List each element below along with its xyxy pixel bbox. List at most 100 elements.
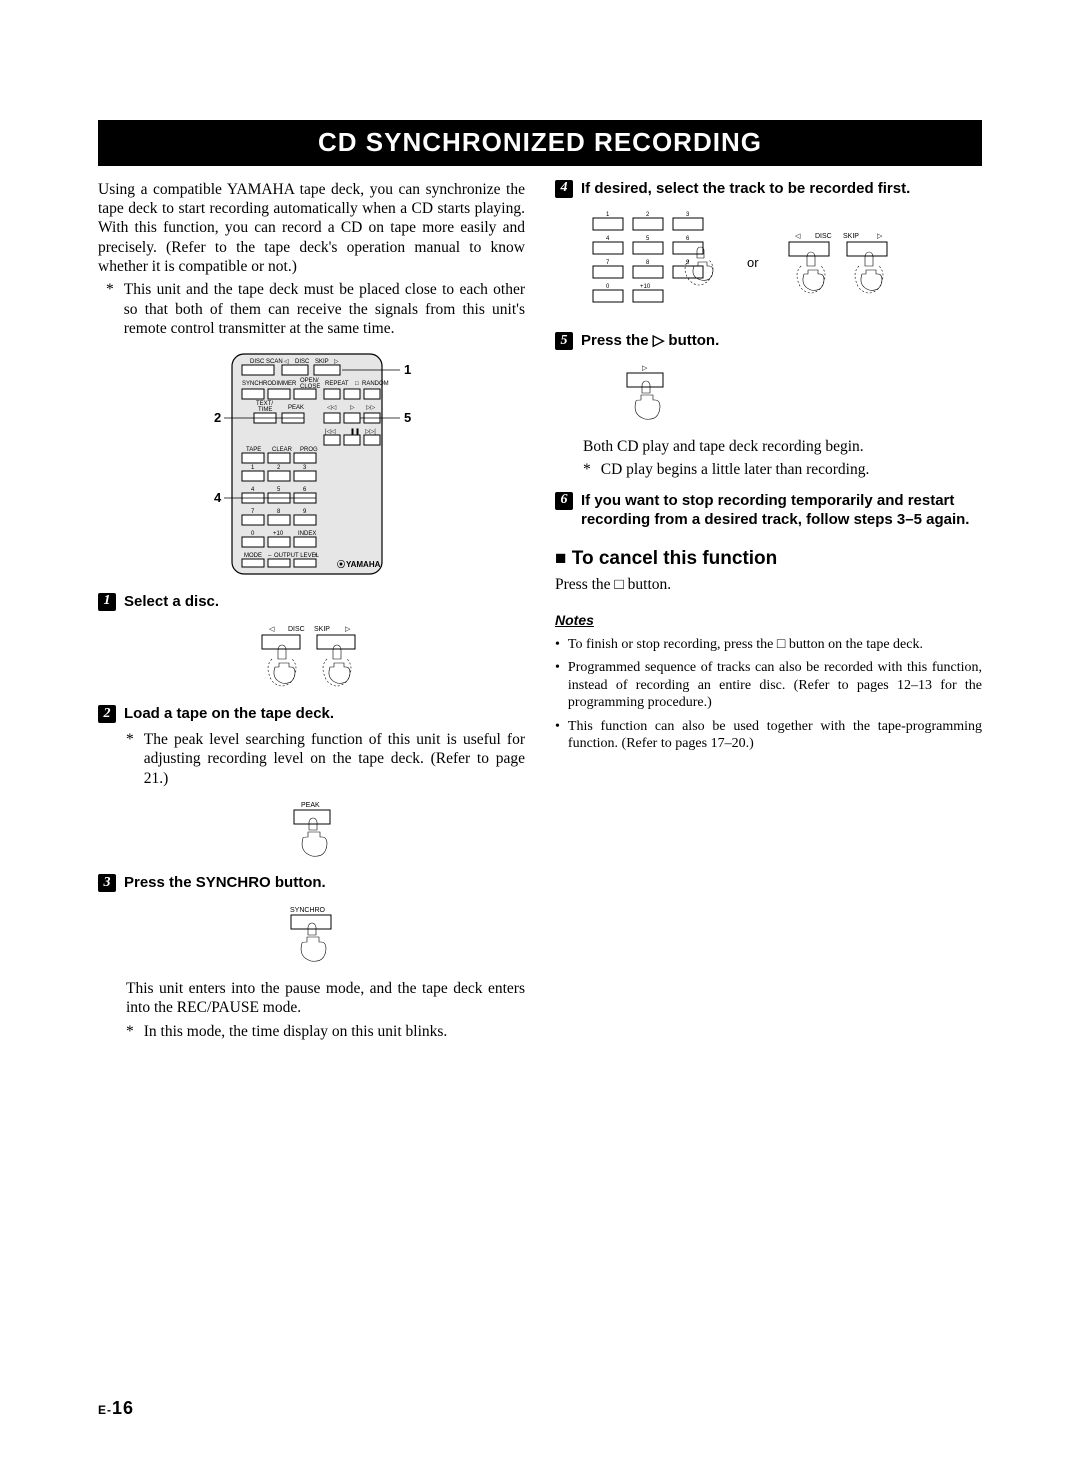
step-5-heading: 5 Press the ▷ button. xyxy=(555,332,982,351)
svg-text:DISC SCAN: DISC SCAN xyxy=(250,359,283,365)
step-3-heading: 3 Press the SYNCHRO button. xyxy=(98,874,525,893)
svg-text:▷: ▷ xyxy=(345,626,351,633)
svg-text:2: 2 xyxy=(214,410,221,425)
svg-text:3: 3 xyxy=(686,212,690,218)
step-5-star-text: CD play begins a little later than recor… xyxy=(601,460,870,479)
step-1-title: Select a disc. xyxy=(124,593,525,612)
svg-text:□: □ xyxy=(355,381,359,387)
asterisk-icon: * xyxy=(126,730,134,788)
step-badge-2: 2 xyxy=(98,705,116,723)
step-3-star-text: In this mode, the time display on this u… xyxy=(144,1022,448,1041)
step-5-title: Press the ▷ button. xyxy=(581,332,982,351)
svg-text:+10: +10 xyxy=(640,284,651,290)
svg-text:◁: ◁ xyxy=(795,233,801,240)
remote-diagram: DISC SCAN ◁ DISC SKIP ▷ 1 SYNCHRO DIMMER… xyxy=(98,349,525,579)
or-label: or xyxy=(747,255,759,271)
svg-text:OUTPUT LEVEL: OUTPUT LEVEL xyxy=(274,553,320,559)
svg-text:+: + xyxy=(314,553,318,559)
svg-text:▷▷|: ▷▷| xyxy=(365,429,376,435)
svg-text:MODE: MODE xyxy=(244,553,262,559)
step-badge-4: 4 xyxy=(555,180,573,198)
svg-text:SKIP: SKIP xyxy=(315,359,329,365)
cancel-heading: ■ To cancel this function xyxy=(555,547,982,571)
svg-text:+10: +10 xyxy=(273,531,284,537)
svg-text:7: 7 xyxy=(606,260,610,266)
content-columns: Using a compatible YAMAHA tape deck, you… xyxy=(98,180,982,1050)
svg-text:SKIP: SKIP xyxy=(314,626,330,633)
step-6-title: If you want to stop recording temporaril… xyxy=(581,492,982,530)
notes-label: Notes xyxy=(555,612,594,630)
step-6-heading: 6 If you want to stop recording temporar… xyxy=(555,492,982,530)
intro-star-note: * This unit and the tape deck must be pl… xyxy=(98,280,525,338)
step-5-diagram: ▷ xyxy=(605,361,982,423)
page-title: CD SYNCHRONIZED RECORDING xyxy=(98,120,982,166)
svg-text:1: 1 xyxy=(606,212,610,218)
svg-text:TAPE: TAPE xyxy=(246,447,261,453)
step-3-body: This unit enters into the pause mode, an… xyxy=(126,979,525,1018)
right-column: 4 If desired, select the track to be rec… xyxy=(555,180,982,1050)
cancel-body: Press the □ button. xyxy=(555,575,982,594)
square-bullet-icon: ■ xyxy=(555,548,572,569)
svg-text:PEAK: PEAK xyxy=(288,405,304,411)
svg-text:5: 5 xyxy=(646,236,650,242)
svg-text:DISC: DISC xyxy=(295,359,310,365)
step-2-diagram: PEAK xyxy=(98,798,525,860)
svg-text:DISC: DISC xyxy=(815,233,832,240)
svg-text:PROG: PROG xyxy=(300,447,318,453)
svg-text:RANDOM: RANDOM xyxy=(362,381,389,387)
play-icon: ▷ xyxy=(653,332,665,349)
step-3-title: Press the SYNCHRO button. xyxy=(124,874,525,893)
step-5-body: Both CD play and tape deck recording beg… xyxy=(583,437,982,456)
svg-text:SYNCHRO: SYNCHRO xyxy=(242,381,272,387)
svg-text:PEAK: PEAK xyxy=(301,802,320,809)
svg-text:REPEAT: REPEAT xyxy=(325,381,349,387)
svg-text:5: 5 xyxy=(404,410,411,425)
step-3-diagram: SYNCHRO xyxy=(98,903,525,965)
step-3-star-note: * In this mode, the time display on this… xyxy=(118,1022,525,1041)
svg-text:▷: ▷ xyxy=(877,233,883,240)
svg-text:◁: ◁ xyxy=(269,626,275,633)
svg-text:1: 1 xyxy=(404,362,411,377)
step-2-heading: 2 Load a tape on the tape deck. xyxy=(98,705,525,724)
svg-text:YAMAHA: YAMAHA xyxy=(346,560,381,569)
svg-text:◁◁: ◁◁ xyxy=(327,405,337,411)
step-4-title: If desired, select the track to be recor… xyxy=(581,180,982,199)
note-item: •To finish or stop recording, press the … xyxy=(555,636,982,654)
left-column: Using a compatible YAMAHA tape deck, you… xyxy=(98,180,525,1050)
svg-text:DISC: DISC xyxy=(288,626,305,633)
svg-text:INDEX: INDEX xyxy=(298,531,316,537)
step-badge-6: 6 xyxy=(555,492,573,510)
note-item: •This function can also be used together… xyxy=(555,718,982,753)
step-badge-1: 1 xyxy=(98,593,116,611)
asterisk-icon: * xyxy=(583,460,591,479)
svg-text:4: 4 xyxy=(214,490,222,505)
svg-text:|◁◁: |◁◁ xyxy=(325,429,336,435)
step-2-star-text: The peak level searching function of thi… xyxy=(144,730,525,788)
step-1-diagram: ◁ DISC SKIP ▷ xyxy=(98,621,525,691)
svg-text:▷▷: ▷▷ xyxy=(366,405,376,411)
note-item: •Programmed sequence of tracks can also … xyxy=(555,659,982,712)
svg-text:TIME: TIME xyxy=(258,407,272,413)
page-number: E-16 xyxy=(98,1397,134,1420)
step-2-star-note: * The peak level searching function of t… xyxy=(118,730,525,788)
svg-text:0: 0 xyxy=(606,284,610,290)
svg-text:SKIP: SKIP xyxy=(843,233,859,240)
step-5-star-note: * CD play begins a little later than rec… xyxy=(575,460,982,479)
svg-text:DIMMER: DIMMER xyxy=(272,381,297,387)
svg-text:▷: ▷ xyxy=(350,405,355,411)
notes-list: •To finish or stop recording, press the … xyxy=(555,636,982,753)
svg-text:6: 6 xyxy=(686,236,690,242)
svg-text:▷: ▷ xyxy=(642,365,648,372)
intro-paragraph: Using a compatible YAMAHA tape deck, you… xyxy=(98,180,525,277)
svg-text:2: 2 xyxy=(646,212,650,218)
svg-text:▷: ▷ xyxy=(334,359,339,365)
step-badge-3: 3 xyxy=(98,874,116,892)
svg-text:❚❚: ❚❚ xyxy=(350,428,360,435)
intro-star-text: This unit and the tape deck must be plac… xyxy=(124,280,525,338)
svg-text:SYNCHRO: SYNCHRO xyxy=(290,907,326,914)
svg-text:◁: ◁ xyxy=(284,359,289,365)
svg-text:4: 4 xyxy=(606,236,610,242)
step-2-title: Load a tape on the tape deck. xyxy=(124,705,525,724)
step-4-heading: 4 If desired, select the track to be rec… xyxy=(555,180,982,199)
step-4-diagram: 123 456 789 0+10 or ◁ xyxy=(583,208,982,318)
